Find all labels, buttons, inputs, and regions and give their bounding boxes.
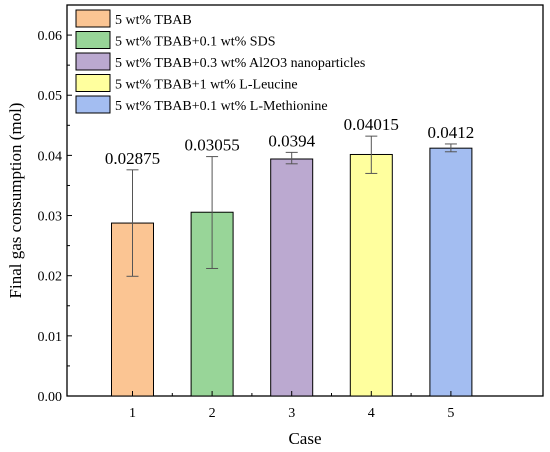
- y-tick-label: 0.04: [38, 149, 63, 164]
- x-axis-title: Case: [288, 429, 321, 448]
- y-axis: 0.00 0.01 0.02 0.03 0.04 0.05 0.06: [38, 29, 72, 405]
- y-tick-label: 0.01: [38, 330, 63, 345]
- x-tick-label: 4: [368, 406, 375, 421]
- y-tick-label: 0.03: [38, 210, 63, 225]
- x-tick-label: 5: [447, 406, 454, 421]
- data-label-3: 0.0394: [268, 131, 315, 150]
- legend-label-3: 5 wt% TBAB+0.3 wt% Al2O3 nanoparticles: [115, 56, 365, 71]
- legend-swatch-2: [75, 31, 111, 49]
- legend-swatch-5: [75, 95, 111, 114]
- legend-swatch-4: [75, 74, 111, 92]
- bar-case-3: [270, 158, 314, 397]
- error-bars-group: [126, 135, 457, 277]
- y-tick-label: 0.05: [38, 89, 63, 104]
- data-label-1: 0.02875: [105, 149, 160, 168]
- bars-group: [111, 147, 473, 397]
- y-tick-label: 0.02: [38, 270, 63, 285]
- x-tick-label: 3: [288, 406, 295, 421]
- bar-case-4: [349, 153, 393, 397]
- y-axis-title: Final gas consumption (mol): [6, 103, 25, 299]
- y-tick-label: 0.06: [38, 29, 63, 44]
- data-labels-group: 0.02875 0.03055 0.0394 0.04015 0.0412: [105, 115, 474, 168]
- legend-swatch-3: [75, 52, 111, 71]
- legend-label-4: 5 wt% TBAB+1 wt% L-Leucine: [115, 78, 298, 93]
- bar-case-5: [429, 147, 473, 397]
- legend-label-1: 5 wt% TBAB: [115, 13, 192, 28]
- legend: 5 wt% TBAB 5 wt% TBAB+0.1 wt% SDS 5 wt% TB…: [75, 9, 365, 114]
- data-label-2: 0.03055: [184, 136, 239, 155]
- x-axis: 1 2 3 4 5: [129, 391, 454, 421]
- x-tick-label: 2: [209, 406, 216, 421]
- legend-label-5: 5 wt% TBAB+0.1 wt% L-Methionine: [115, 99, 328, 114]
- data-label-4: 0.04015: [344, 115, 399, 134]
- x-tick-label: 1: [129, 406, 136, 421]
- legend-swatch-1: [75, 9, 111, 28]
- data-label-5: 0.0412: [428, 123, 475, 142]
- y-tick-label: 0.00: [38, 390, 63, 405]
- legend-label-2: 5 wt% TBAB+0.1 wt% SDS: [115, 35, 276, 50]
